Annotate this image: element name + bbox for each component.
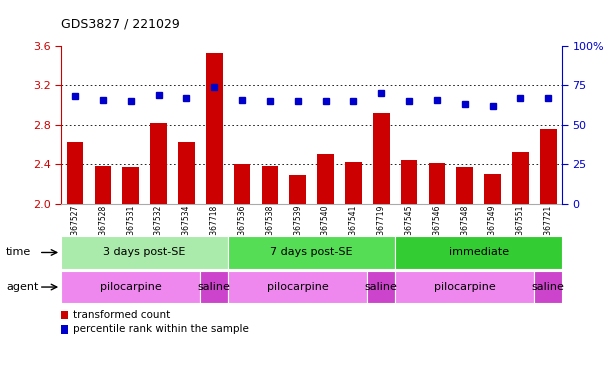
Bar [228, 271, 367, 303]
Bar [395, 271, 534, 303]
Bar [233, 164, 251, 204]
Text: pilocarpine: pilocarpine [267, 282, 329, 292]
Bar [61, 236, 228, 269]
Bar [228, 236, 395, 269]
Bar [428, 163, 445, 204]
Bar [150, 123, 167, 204]
Bar [95, 166, 111, 204]
Bar [367, 271, 395, 303]
Bar [206, 53, 222, 204]
Bar [534, 271, 562, 303]
Bar [540, 129, 557, 204]
Text: time: time [6, 247, 31, 258]
Bar [317, 154, 334, 204]
Bar [395, 236, 562, 269]
Bar [512, 152, 529, 204]
Bar [200, 271, 228, 303]
Bar [122, 167, 139, 204]
Text: percentile rank within the sample: percentile rank within the sample [73, 324, 249, 334]
Text: saline: saline [198, 282, 230, 292]
Text: agent: agent [6, 282, 38, 292]
Bar [401, 160, 417, 204]
Bar [178, 142, 195, 204]
Bar [67, 142, 83, 204]
Bar [484, 174, 501, 204]
Text: GDS3827 / 221029: GDS3827 / 221029 [61, 17, 180, 30]
Text: saline: saline [532, 282, 565, 292]
Text: transformed count: transformed count [73, 310, 170, 320]
Bar [262, 166, 278, 204]
Text: 3 days post-SE: 3 days post-SE [103, 247, 186, 258]
Text: pilocarpine: pilocarpine [100, 282, 161, 292]
Text: immediate: immediate [448, 247, 509, 258]
Bar [456, 167, 473, 204]
Text: pilocarpine: pilocarpine [434, 282, 496, 292]
Text: 7 days post-SE: 7 days post-SE [270, 247, 353, 258]
Bar [61, 271, 200, 303]
Text: saline: saline [365, 282, 398, 292]
Bar [373, 113, 390, 204]
Bar [290, 175, 306, 204]
Bar [345, 162, 362, 204]
